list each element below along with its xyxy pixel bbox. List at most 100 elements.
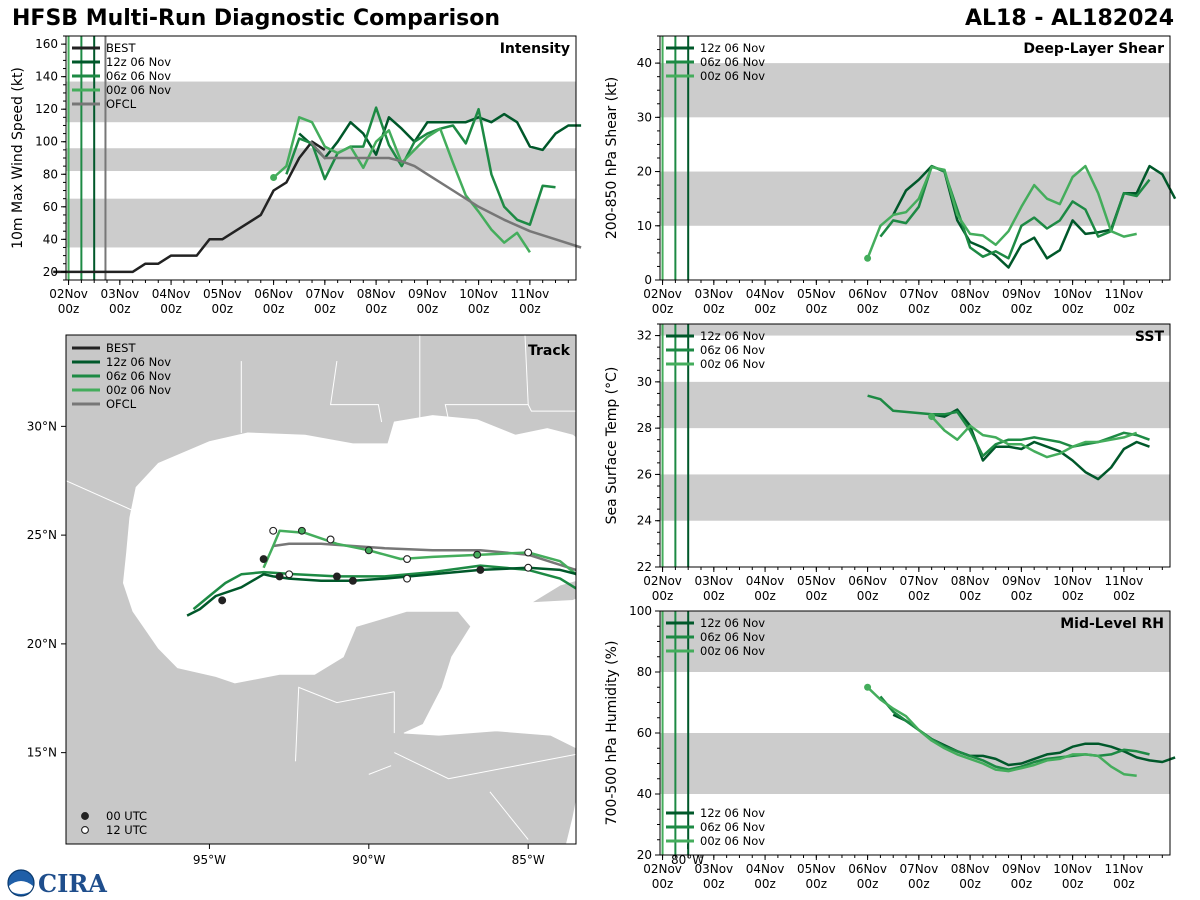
series-start-point <box>270 174 278 182</box>
track-line-ofcl <box>273 542 576 572</box>
legend-label: BEST <box>106 341 136 355</box>
shaded-band <box>660 63 1170 118</box>
lat-tick-label: 30°N <box>27 419 57 433</box>
shaded-band <box>66 198 576 248</box>
shaded-band <box>66 81 576 123</box>
series-start-point <box>864 683 872 691</box>
y-tick-label: 20 <box>637 848 652 862</box>
x-tick-label: 08Nov <box>951 862 990 876</box>
political-border <box>330 361 383 423</box>
lon-tick-label: 85°W <box>512 853 545 867</box>
x-tick-label: 02Nov <box>643 574 682 588</box>
x-tick-label: 00z <box>263 302 285 316</box>
x-tick-label: 10Nov <box>1053 287 1092 301</box>
legend-label: 00z 06 Nov <box>700 357 765 371</box>
x-tick-label: 00z <box>519 302 541 316</box>
x-tick-label: 06Nov <box>848 287 887 301</box>
legend-label-lower: 12z 06 Nov <box>700 806 765 820</box>
legend-label: 00z 06 Nov <box>106 383 171 397</box>
x-tick-label: 00z <box>857 302 879 316</box>
track-line-run06z <box>192 564 576 611</box>
x-tick-label: 09Nov <box>1002 862 1041 876</box>
political-border <box>527 404 576 412</box>
x-tick-label: 00z <box>754 302 776 316</box>
north-america-land <box>66 335 576 844</box>
y-axis-label: 700-500 hPa Humidity (%) <box>604 641 620 826</box>
track-point-00utc <box>332 572 341 581</box>
y-tick-label: 80 <box>637 665 652 679</box>
legend-label: 06z 06 Nov <box>106 69 171 83</box>
series-line-run00z <box>866 686 1137 777</box>
x-tick-label: 08Nov <box>951 574 990 588</box>
legend-label: 12z 06 Nov <box>106 355 171 369</box>
x-tick-label: 03Nov <box>694 574 733 588</box>
marker-legend-symbol <box>81 812 89 820</box>
political-border <box>368 765 392 775</box>
x-tick-label: 00z <box>806 589 828 603</box>
x-tick-label: 10Nov <box>1053 574 1092 588</box>
y-tick-label: 20 <box>637 165 652 179</box>
shaded-band <box>660 611 1170 672</box>
x-tick-label: 00z <box>1113 877 1135 891</box>
political-border <box>394 752 576 780</box>
y-tick-label: 22 <box>637 560 652 574</box>
political-border <box>489 791 529 840</box>
map-layer <box>66 335 653 844</box>
track-point-00utc <box>364 546 373 555</box>
track-point-12utc <box>643 619 650 626</box>
legend-label: 00z 06 Nov <box>700 69 765 83</box>
x-tick-label: 00z <box>365 302 387 316</box>
political-border <box>444 335 529 420</box>
x-tick-label: 00z <box>806 302 828 316</box>
legend-label: OFCL <box>106 397 137 411</box>
legend-label: 00z 06 Nov <box>106 83 171 97</box>
x-tick-label: 00z <box>1113 589 1135 603</box>
track-point-00utc <box>275 572 284 581</box>
shaded-band <box>660 733 1170 794</box>
legend-label: 06z 06 Nov <box>106 369 171 383</box>
track-point-00utc <box>476 565 485 574</box>
series-line-run12z <box>298 112 582 160</box>
x-tick-label: 08Nov <box>951 287 990 301</box>
y-tick-label: 160 <box>35 37 58 51</box>
x-tick-label: 00z <box>1011 302 1033 316</box>
y-tick-label: 30 <box>637 110 652 124</box>
track-point-12utc <box>269 526 278 535</box>
x-tick-label: 07Nov <box>899 287 938 301</box>
grand-cayman-land <box>643 658 653 660</box>
x-tick-label: 00z <box>652 589 674 603</box>
lon-tick-label: 80°W <box>671 853 704 867</box>
marker-legend-label: 12 UTC <box>106 823 147 837</box>
x-tick-label: 06Nov <box>848 862 887 876</box>
marker-legend-symbol <box>81 826 89 834</box>
x-tick-label: 00z <box>959 589 981 603</box>
legend-label: 06z 06 Nov <box>700 343 765 357</box>
lon-tick-label: 90°W <box>352 853 385 867</box>
x-tick-label: 00z <box>1062 877 1084 891</box>
y-tick-label: 10 <box>637 219 652 233</box>
isle-of-youth-land <box>589 603 608 612</box>
x-tick-label: 04Nov <box>746 862 785 876</box>
y-tick-label: 120 <box>35 102 58 116</box>
track-point-12utc <box>403 555 412 563</box>
x-tick-label: 00z <box>703 589 725 603</box>
track-point-12utc <box>524 548 533 557</box>
track-point-00utc <box>473 550 482 559</box>
legend-label: BEST <box>106 41 136 55</box>
x-tick-label: 00z <box>1011 877 1033 891</box>
panel-label: SST <box>1135 329 1165 345</box>
x-tick-label: 09Nov <box>1002 287 1041 301</box>
x-tick-label: 00z <box>703 877 725 891</box>
x-tick-label: 09Nov <box>1002 574 1041 588</box>
x-tick-label: 02Nov <box>643 862 682 876</box>
track-point-12utc <box>524 563 533 572</box>
series-line-run06z <box>285 106 556 226</box>
y-axis-label: 200-850 hPa Shear (kt) <box>604 77 620 239</box>
y-tick-label: 28 <box>637 421 652 435</box>
x-tick-label: 00z <box>908 302 930 316</box>
x-tick-label: 00z <box>754 877 776 891</box>
x-tick-label: 00z <box>160 302 182 316</box>
x-tick-label: 00z <box>703 302 725 316</box>
x-tick-label: 00z <box>857 589 879 603</box>
series-line-run12z <box>931 408 1150 481</box>
